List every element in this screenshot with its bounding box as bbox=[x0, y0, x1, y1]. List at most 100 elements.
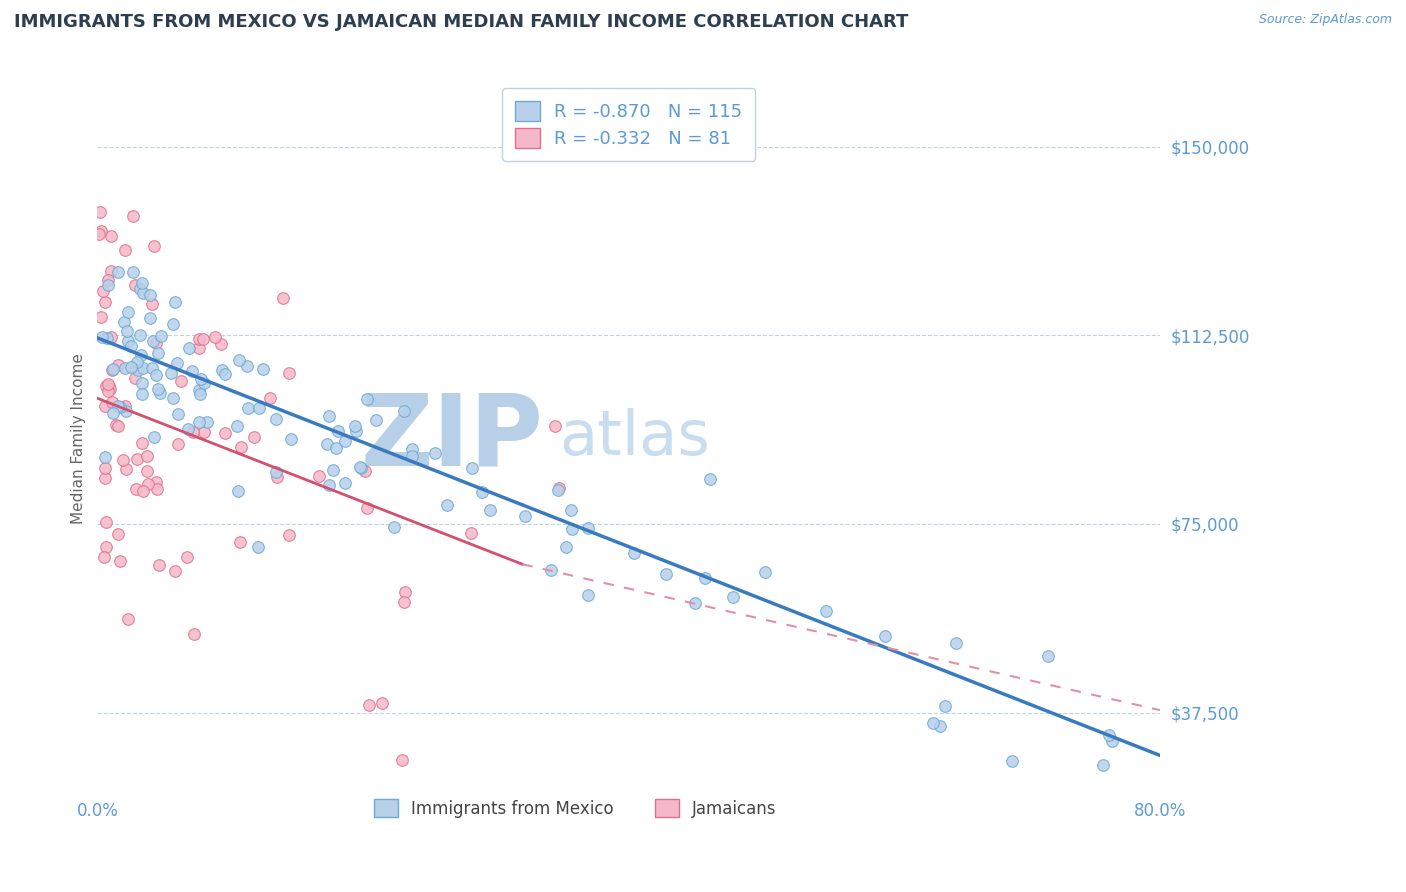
Point bbox=[132, 483, 155, 498]
Point bbox=[107, 265, 129, 279]
Point bbox=[94, 294, 117, 309]
Point bbox=[129, 328, 152, 343]
Point bbox=[96, 331, 118, 345]
Point bbox=[357, 698, 380, 712]
Point bbox=[112, 315, 135, 329]
Point bbox=[141, 361, 163, 376]
Point bbox=[114, 399, 136, 413]
Point bbox=[392, 404, 415, 418]
Point bbox=[401, 449, 423, 463]
Point bbox=[356, 392, 378, 406]
Point bbox=[394, 595, 416, 609]
Point bbox=[264, 465, 287, 479]
Point bbox=[90, 310, 112, 324]
Point bbox=[148, 558, 170, 572]
Point bbox=[382, 520, 405, 534]
Point bbox=[93, 549, 115, 564]
Point bbox=[107, 419, 129, 434]
Point bbox=[561, 522, 583, 536]
Point bbox=[195, 416, 218, 430]
Point bbox=[229, 535, 252, 549]
Point bbox=[190, 372, 212, 386]
Point bbox=[107, 399, 129, 413]
Point bbox=[922, 715, 945, 730]
Point bbox=[560, 503, 582, 517]
Point bbox=[814, 604, 837, 618]
Point bbox=[478, 502, 501, 516]
Point bbox=[136, 477, 159, 491]
Point bbox=[125, 355, 148, 369]
Point bbox=[325, 441, 347, 455]
Point bbox=[97, 273, 120, 287]
Point bbox=[247, 401, 270, 416]
Point bbox=[211, 363, 233, 377]
Point bbox=[167, 437, 190, 451]
Point bbox=[114, 243, 136, 257]
Point bbox=[264, 412, 287, 426]
Point bbox=[350, 461, 373, 475]
Point bbox=[125, 452, 148, 467]
Point bbox=[131, 376, 153, 390]
Point bbox=[129, 348, 152, 362]
Point bbox=[127, 363, 149, 377]
Point bbox=[114, 361, 136, 376]
Point bbox=[278, 366, 301, 380]
Point bbox=[124, 371, 146, 385]
Point bbox=[273, 292, 295, 306]
Point bbox=[246, 540, 269, 554]
Point bbox=[122, 209, 145, 223]
Point bbox=[122, 265, 145, 279]
Point bbox=[115, 324, 138, 338]
Point bbox=[460, 525, 482, 540]
Point bbox=[125, 482, 148, 496]
Point bbox=[515, 508, 537, 523]
Point bbox=[280, 432, 302, 446]
Point bbox=[98, 379, 121, 393]
Point bbox=[146, 382, 169, 396]
Y-axis label: Median Family Income: Median Family Income bbox=[72, 353, 86, 524]
Point bbox=[98, 382, 121, 396]
Point bbox=[104, 417, 127, 432]
Point bbox=[117, 305, 139, 319]
Point bbox=[460, 461, 482, 475]
Point bbox=[101, 363, 124, 377]
Point bbox=[754, 565, 776, 579]
Point bbox=[308, 469, 330, 483]
Point bbox=[193, 376, 215, 391]
Point bbox=[181, 425, 204, 440]
Point bbox=[401, 442, 423, 456]
Point bbox=[90, 224, 112, 238]
Point bbox=[188, 387, 211, 401]
Point bbox=[136, 449, 159, 463]
Point bbox=[945, 636, 967, 650]
Point bbox=[138, 310, 160, 325]
Point bbox=[120, 339, 142, 353]
Text: atlas: atlas bbox=[560, 409, 710, 468]
Point bbox=[349, 460, 371, 475]
Point bbox=[547, 483, 569, 497]
Point bbox=[131, 285, 153, 300]
Text: ZIP: ZIP bbox=[361, 390, 544, 487]
Point bbox=[1036, 648, 1059, 663]
Point bbox=[117, 611, 139, 625]
Point bbox=[142, 334, 165, 349]
Point bbox=[169, 374, 191, 388]
Point bbox=[100, 329, 122, 343]
Point bbox=[316, 436, 339, 450]
Point bbox=[94, 450, 117, 464]
Point bbox=[259, 392, 281, 406]
Point bbox=[145, 335, 167, 350]
Point bbox=[934, 698, 956, 713]
Point bbox=[160, 366, 183, 380]
Point bbox=[356, 501, 378, 516]
Point bbox=[436, 499, 458, 513]
Point bbox=[94, 379, 117, 393]
Point bbox=[188, 332, 211, 346]
Point bbox=[318, 478, 340, 492]
Point bbox=[183, 627, 205, 641]
Point bbox=[146, 482, 169, 496]
Point bbox=[117, 334, 139, 348]
Point bbox=[131, 387, 153, 401]
Point bbox=[623, 546, 645, 560]
Point bbox=[1092, 758, 1115, 772]
